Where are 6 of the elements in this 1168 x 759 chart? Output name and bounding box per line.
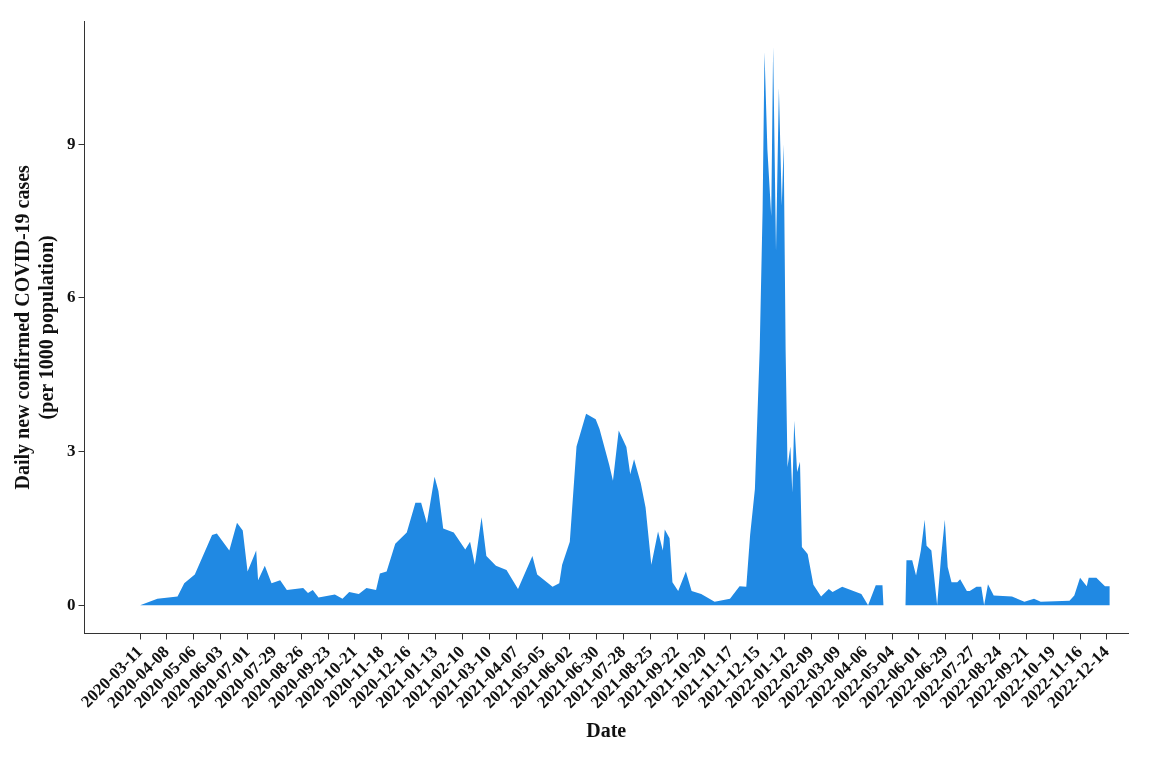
x-axis-title: Date <box>586 719 627 742</box>
y-tick-label: 3 <box>67 440 76 460</box>
y-tick-label: 0 <box>67 594 76 614</box>
y-axis-title: Daily new confirmed COVID-19 cases (per 1000 population) <box>11 164 59 490</box>
y-tick-label: 9 <box>67 133 76 153</box>
y-tick-label: 6 <box>67 287 76 307</box>
